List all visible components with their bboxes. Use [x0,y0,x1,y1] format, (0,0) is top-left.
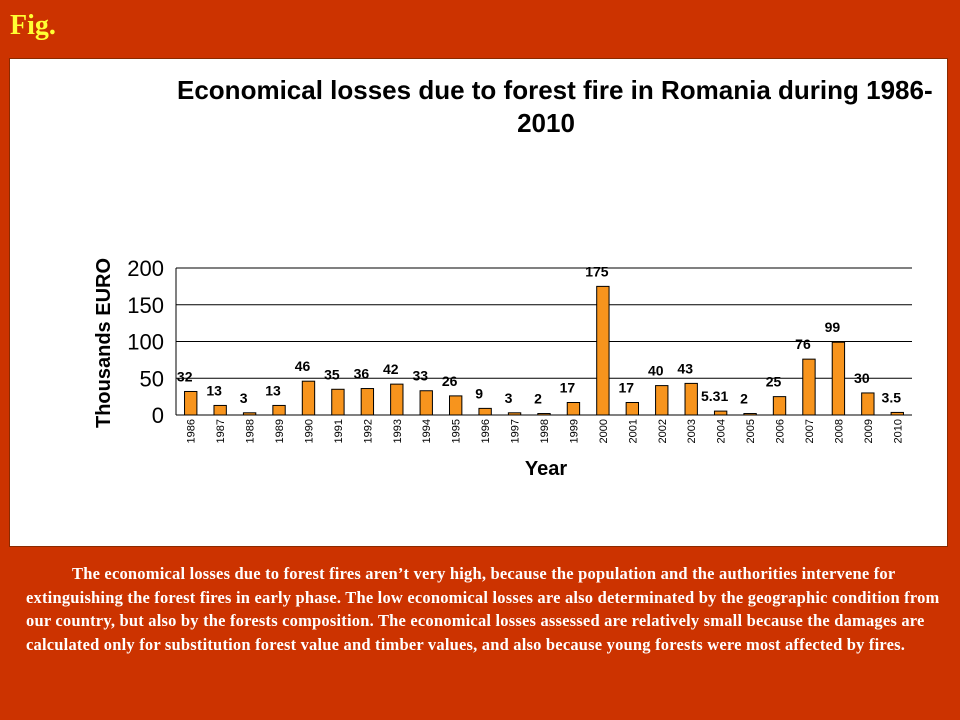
bar-1999 [566,402,581,416]
bar-1990 [301,380,316,416]
bar-1997 [507,412,522,416]
bar-1988 [242,412,257,416]
data-label-2003: 43 [677,360,693,376]
figure-label: Fig. [10,10,56,41]
bar-1993 [390,383,404,416]
x-tick-label-2008: 2008 [833,419,845,443]
x-tick-label-2002: 2002 [657,419,669,443]
bar-chart: Economical losses due to forest fire in … [93,75,933,480]
bar-2005 [743,413,757,416]
y-tick-label: 100 [127,330,164,355]
bar-1994 [419,390,433,416]
chart-panel: Economical losses due to forest fire in … [9,58,948,547]
x-tick-label-2007: 2007 [804,419,816,443]
x-tick-label-2006: 2006 [775,419,787,443]
x-tick-label-1990: 1990 [303,419,315,443]
x-tick-label-1991: 1991 [333,419,345,443]
x-tick-label-1995: 1995 [451,419,463,443]
x-tick-label-1986: 1986 [186,419,198,443]
x-tick-label-2004: 2004 [716,419,728,443]
bar-1992 [360,388,375,416]
x-tick-label-2005: 2005 [745,419,757,443]
x-tick-label-1998: 1998 [539,419,551,443]
bar-2009 [861,392,875,416]
bar-2001 [625,402,640,416]
data-label-2006: 25 [766,374,782,390]
bar-2004 [713,410,728,416]
data-label-1994: 33 [412,368,428,384]
bar-1995 [448,395,463,416]
bar-2000 [596,285,610,416]
x-axis-title: Year [525,458,567,480]
x-tick-label-2000: 2000 [598,419,610,443]
data-label-1989: 13 [265,382,281,398]
x-tick-label-1992: 1992 [362,419,374,443]
y-tick-label: 150 [127,293,164,318]
data-label-1988: 3 [240,390,248,406]
data-label-1996: 9 [475,385,483,401]
data-label-2000: 175 [585,263,609,279]
data-label-1997: 3 [505,390,513,406]
data-label-2002: 40 [648,363,664,379]
y-tick-label: 200 [127,256,164,281]
bar-1987 [213,404,227,416]
x-tick-labels: 1986 1987 1988 1989 1990 1991 1992 1993 1994 1995… [186,419,905,443]
x-tick-label-1988: 1988 [245,419,257,443]
bar-2003 [684,382,698,416]
data-label-2007: 76 [795,336,811,352]
data-label-2008: 99 [825,319,841,335]
data-label-2009: 30 [854,370,870,386]
chart-title-line1: Economical losses due to forest fire in … [177,75,933,105]
bar-1986 [184,390,198,416]
data-label-1992: 36 [354,366,370,382]
data-label-2001: 17 [619,380,635,396]
chart-title-line2: 2010 [517,108,575,138]
data-label-1991: 35 [324,366,340,382]
bar-1996 [478,407,492,416]
y-tick-labels: 0 50 100 150 200 [127,256,164,428]
bar-1991 [331,388,345,416]
data-label-1998: 2 [534,391,542,407]
data-label-1999: 17 [560,380,576,396]
x-tick-label-1989: 1989 [274,419,286,443]
y-tick-label: 0 [152,403,164,428]
x-tick-label-2001: 2001 [627,419,639,443]
y-tick-label: 50 [140,366,164,391]
x-tick-label-1996: 1996 [480,419,492,443]
data-label-2010: 3.5 [882,389,902,405]
data-label-1995: 26 [442,373,458,389]
x-tick-label-2010: 2010 [892,419,904,443]
x-tick-label-2009: 2009 [863,419,875,443]
x-tick-label-1994: 1994 [421,419,433,443]
data-label-1990: 46 [295,358,311,374]
y-axis-title: Thousands EURO [93,258,115,428]
data-label-1993: 42 [383,361,399,377]
bar-1989 [272,404,286,416]
x-tick-label-1997: 1997 [510,419,522,443]
data-label-1987: 13 [206,382,222,398]
bar-2002 [655,385,669,416]
bar-2010 [890,411,904,416]
data-label-2005: 2 [740,391,748,407]
data-label-2004: 5.31 [701,388,728,404]
x-tick-label-1987: 1987 [215,419,227,443]
bar-2007 [802,358,816,416]
caption-text: The economical losses due to forest fire… [26,564,940,654]
bar-1998 [537,413,551,416]
bars [184,285,904,416]
bar-2008 [831,341,846,416]
x-tick-label-1999: 1999 [568,419,580,443]
x-tick-label-1993: 1993 [392,419,404,443]
data-label-1986: 32 [177,368,193,384]
bar-2006 [772,396,787,416]
x-tick-label-2003: 2003 [686,419,698,443]
